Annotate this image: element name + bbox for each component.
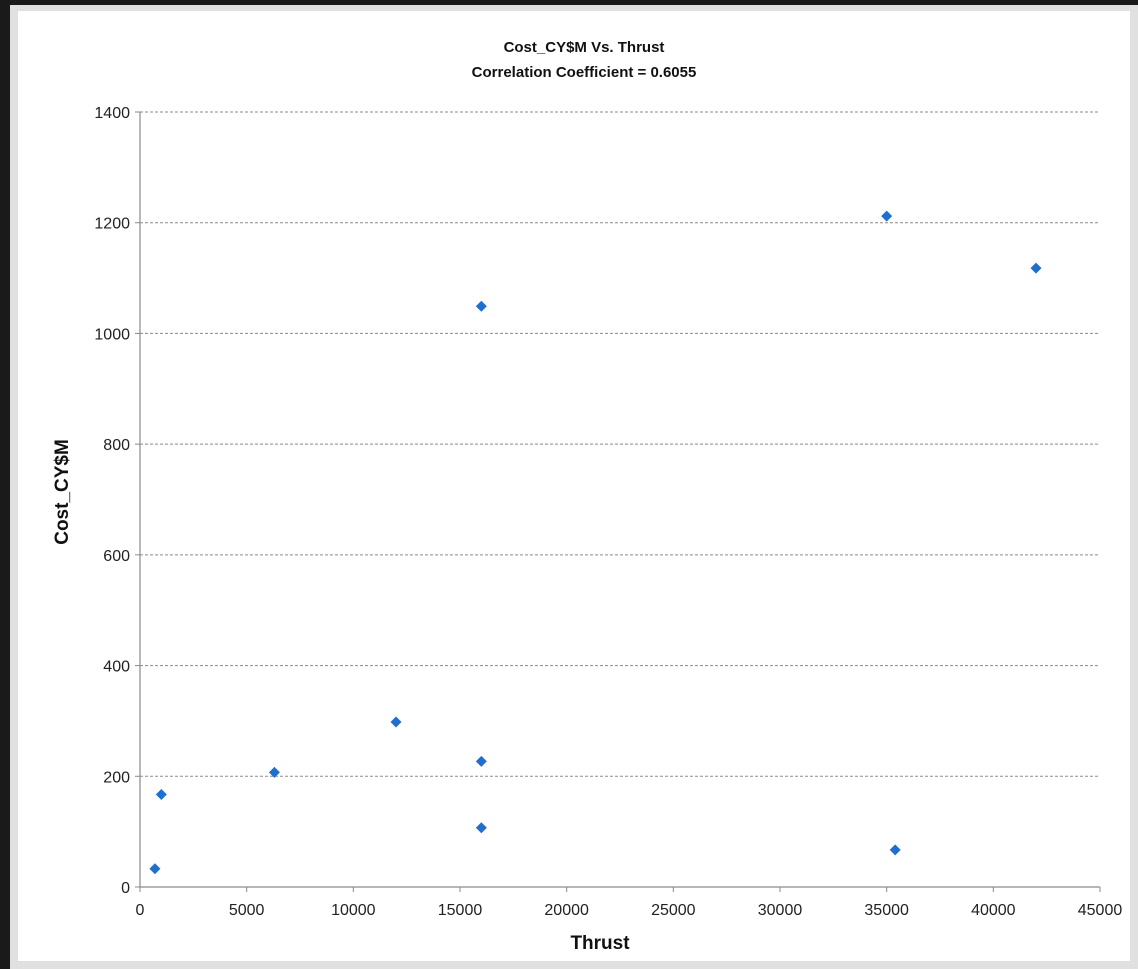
data-point-4 xyxy=(475,755,487,767)
data-point-1 xyxy=(155,789,167,801)
axes xyxy=(135,111,1101,892)
y-tick-label-6: 1200 xyxy=(94,216,130,233)
x-tick-label-5: 25000 xyxy=(651,902,696,919)
y-tick-label-0: 0 xyxy=(121,880,130,897)
x-tick-label-3: 15000 xyxy=(438,902,483,919)
x-tick-label-0: 0 xyxy=(136,902,145,919)
x-tick-label-7: 35000 xyxy=(864,902,909,919)
y-tick-label-7: 1400 xyxy=(94,105,130,122)
scatter-chart: Cost_CY$M Vs. Thrust Correlation Coeffic… xyxy=(52,39,1122,954)
data-point-7 xyxy=(881,210,893,222)
x-axis-title: Thrust xyxy=(570,933,630,954)
chart-subtitle: Correlation Coefficient = 0.6055 xyxy=(472,64,697,81)
y-tick-label-4: 800 xyxy=(103,437,130,454)
x-tick-label-8: 40000 xyxy=(971,902,1016,919)
chart-title: Cost_CY$M Vs. Thrust xyxy=(504,39,665,56)
chart-area: Cost_CY$M Vs. Thrust Correlation Coeffic… xyxy=(18,11,1130,961)
x-tick-label-1: 5000 xyxy=(229,902,265,919)
y-tick-label-2: 400 xyxy=(103,659,130,676)
y-tick-label-1: 200 xyxy=(103,769,130,786)
data-point-0 xyxy=(149,863,161,875)
chart-frame: Cost_CY$M Vs. Thrust Correlation Coeffic… xyxy=(10,5,1138,969)
y-axis-title: Cost_CY$M xyxy=(52,439,73,545)
gridlines xyxy=(140,111,1100,777)
data-point-5 xyxy=(475,822,487,834)
y-tick-label-5: 1000 xyxy=(94,326,130,343)
y-tick-label-3: 600 xyxy=(103,548,130,565)
data-point-9 xyxy=(1030,262,1042,274)
data-point-2 xyxy=(268,766,280,778)
tick-labels: 0 200 400 600 800 1000 1200 1400 0 5000 10000 15000… xyxy=(94,105,1122,919)
x-tick-label-9: 45000 xyxy=(1078,902,1123,919)
data-point-3 xyxy=(390,716,402,728)
x-tick-label-6: 30000 xyxy=(758,902,803,919)
x-tick-label-4: 20000 xyxy=(544,902,589,919)
x-tick-label-2: 10000 xyxy=(331,902,376,919)
data-points xyxy=(149,210,1042,875)
data-point-8 xyxy=(889,844,901,856)
data-point-6 xyxy=(475,300,487,312)
